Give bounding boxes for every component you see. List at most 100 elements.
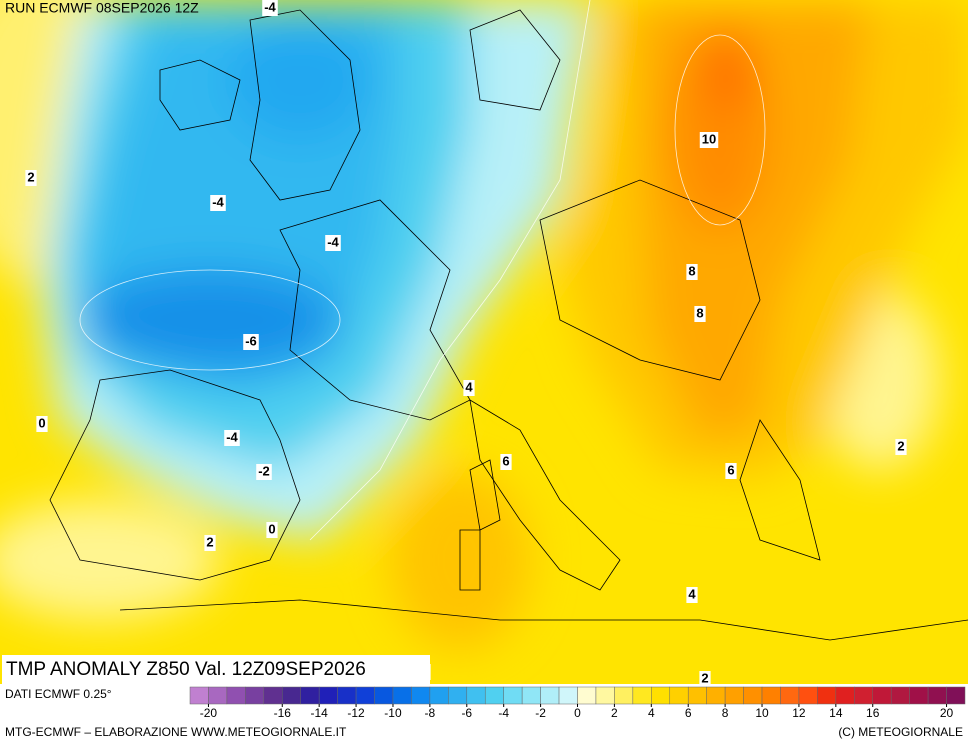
run-header: RUN ECMWF 08SEP2026 12Z: [5, 0, 199, 16]
colorbar-swatch: [521, 686, 541, 705]
contour-label-box: [895, 439, 907, 455]
contour-label-box: [204, 535, 216, 551]
contour-label: -6: [243, 333, 259, 350]
contour-label-text: 4: [688, 586, 696, 601]
colorbar-tick-label: 20: [940, 706, 954, 720]
contour-label: 2: [699, 670, 711, 687]
colorbar: -20 -16 -14 -12 -10 -8 -6 -4 -2 0 2 4 6 8 10 12 14 16 20: [189, 686, 966, 720]
colorbar-swatch: [651, 686, 671, 705]
colorbar-tick-label: -12: [347, 706, 365, 720]
colorbar-swatch: [780, 686, 800, 705]
contour-label: 2: [25, 169, 37, 186]
colorbar-swatch: [208, 686, 228, 705]
colorbar-swatch: [282, 686, 301, 705]
colorbar-swatch: [318, 686, 338, 705]
colorbar-tick-label: -2: [535, 706, 546, 720]
contour-label: 8: [694, 305, 706, 322]
contour-label-text: 6: [727, 462, 734, 477]
contour-label: 10: [699, 131, 719, 148]
contour-label: -4: [262, 0, 278, 16]
contour-label-box: [36, 416, 48, 432]
colorbar-swatch: [743, 686, 763, 705]
contour-label-box: [262, 0, 278, 16]
contour-label-text: -6: [245, 333, 257, 348]
colorbar-swatch: [540, 686, 560, 705]
contour-label: 2: [204, 534, 216, 551]
colorbar-tick-label: -16: [274, 706, 292, 720]
colorbar-swatch: [854, 686, 873, 705]
contour-label-text: 2: [27, 169, 34, 184]
title-box: [2, 655, 430, 684]
colorbar-swatch: [392, 686, 412, 705]
contour-label: -4: [325, 234, 341, 251]
contour-labels: -42-410-488-640-462-2602462: [25, 0, 907, 687]
colorbar-tick-label: 8: [722, 706, 729, 720]
contour-label-box: [699, 671, 711, 687]
colorbar-swatch: [558, 686, 578, 705]
colorbar-swatch: [890, 686, 910, 705]
colorbar-tick-label: 12: [792, 706, 806, 720]
contour-label-box: [500, 454, 512, 470]
contour-label: -4: [210, 194, 226, 211]
contour-label-text: -2: [258, 463, 270, 478]
contour-label-text: 0: [38, 415, 45, 430]
colorbar-swatch: [909, 686, 929, 705]
colorbar-swatch: [724, 686, 744, 705]
colorbar-swatch: [817, 686, 837, 705]
contour-label-text: -4: [264, 0, 276, 14]
colorbar-swatch: [448, 686, 468, 705]
colorbar-swatch: [503, 686, 523, 705]
colorbar-swatch: [226, 686, 246, 705]
colorbar-swatch: [374, 686, 394, 705]
colorbar-tick-label: 2: [611, 706, 618, 720]
colorbar-swatch: [577, 686, 597, 705]
colorbar-swatch: [835, 686, 855, 705]
anomaly-field: [0, 0, 968, 684]
colorbar-swatch: [614, 686, 634, 705]
contour-label: 6: [500, 453, 512, 470]
contour-label-text: 8: [688, 263, 695, 278]
contour-label-text: 2: [897, 438, 904, 453]
colorbar-swatch: [337, 686, 357, 705]
contour-label-text: 2: [206, 534, 213, 549]
colorbar-swatch: [946, 686, 966, 705]
contour-label: -2: [256, 463, 272, 480]
colorbar-swatch: [263, 686, 283, 705]
contour-lines: [79, 0, 766, 541]
colorbar-swatch: [466, 686, 486, 705]
colorbar-swatch: [706, 686, 726, 705]
colorbar-swatch: [669, 686, 689, 705]
colorbar-tick-label: -20: [200, 706, 218, 720]
contour-label-text: -4: [212, 194, 224, 209]
colorbar-tick-label: -4: [498, 706, 509, 720]
contour-label-box: [243, 334, 259, 350]
contour-label-box: [463, 380, 475, 396]
contour-label: 2: [895, 438, 907, 455]
colorbar-tick-label: -6: [461, 706, 472, 720]
colorbar-swatch: [429, 686, 449, 705]
colorbar-swatch: [761, 686, 781, 705]
contour-label-text: 0: [268, 521, 275, 536]
colorbar-swatch: [300, 686, 320, 705]
contour-label-box: [210, 195, 226, 211]
colorbar-tick-label: 14: [829, 706, 843, 720]
colorbar-tick-label: -8: [425, 706, 436, 720]
contour-label-box: [694, 306, 706, 322]
colorbar-tick-label: 10: [755, 706, 769, 720]
contour-label: 6: [725, 462, 737, 479]
contour-label-box: [25, 170, 37, 186]
contour-label-box: [266, 522, 278, 538]
contour-label-box: [699, 132, 719, 148]
colorbar-swatch: [245, 686, 265, 705]
contour-label-box: [725, 463, 737, 479]
contour-label-text: 4: [465, 379, 473, 394]
contour-label-text: 8: [696, 305, 703, 320]
colorbar-swatch: [595, 686, 615, 705]
contour-label-text: -4: [327, 234, 339, 249]
contour-label-text: 2: [701, 670, 708, 685]
map-title: TMP ANOMALY Z850 Val. 12Z09SEP2026: [6, 659, 366, 680]
colorbar-tick-label: -10: [384, 706, 402, 720]
contour-label: 8: [686, 263, 698, 280]
contour-label-box: [325, 235, 341, 251]
